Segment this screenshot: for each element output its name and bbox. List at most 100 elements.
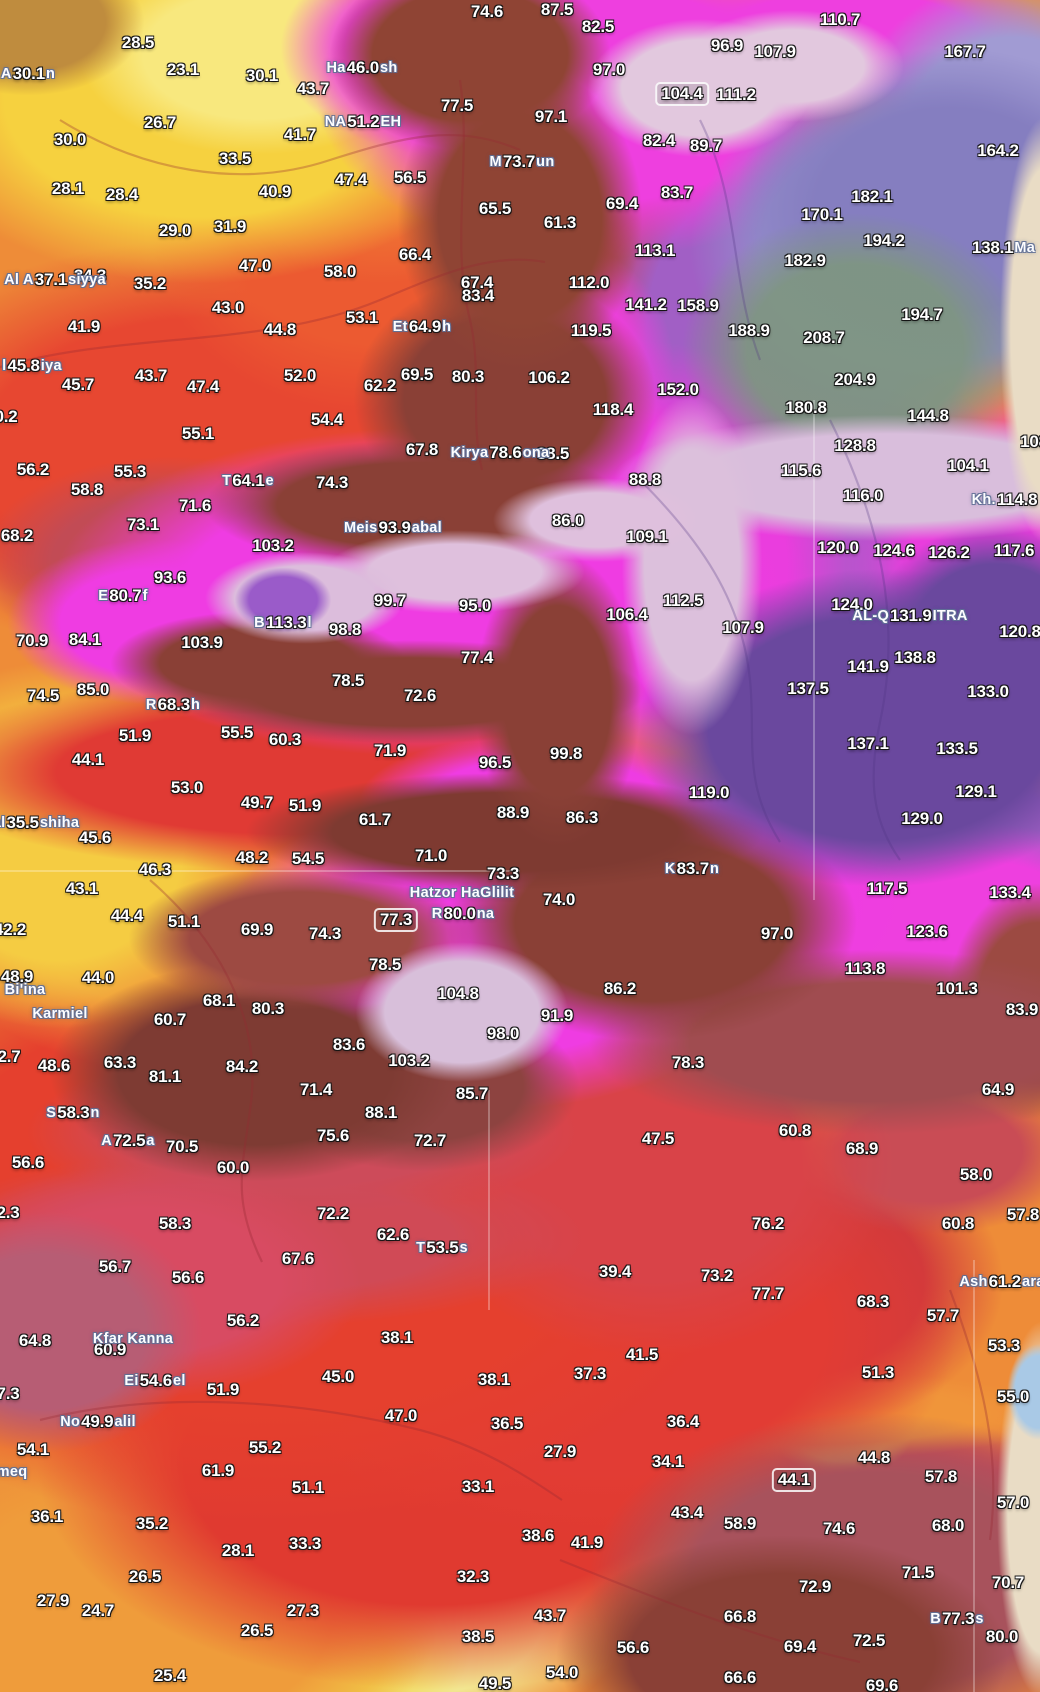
map-value-label: 119.5	[570, 321, 612, 340]
place-name-prefix: S	[46, 1105, 57, 1121]
map-value-label: 34.3	[73, 266, 107, 285]
map-value-label: 97.0	[592, 60, 626, 79]
map-value-label: 43.7	[296, 79, 330, 98]
map-value-label: 0.2	[0, 407, 18, 426]
station-label: T 53.5 s	[416, 1238, 468, 1258]
map-value-label: 124.0	[831, 595, 873, 614]
map-value-label: 54.4	[310, 410, 344, 429]
map-value-label: 51.1	[291, 1478, 325, 1497]
map-value-label: 33.3	[288, 1534, 322, 1553]
station-value: 64.9	[408, 317, 442, 336]
station-value: 80.7	[109, 586, 142, 605]
map-value-label: 56.6	[616, 1638, 650, 1657]
station-value: 80.0	[443, 904, 476, 923]
map-value-label: 74.6	[822, 1519, 856, 1538]
map-value-label: 69.9	[240, 920, 274, 939]
map-value-label: 43.4	[670, 1503, 704, 1522]
map-value-label: 58.9	[723, 1514, 757, 1533]
place-name-suffix: Ma	[1014, 240, 1036, 256]
place-label: Karmiel	[32, 1006, 88, 1022]
map-value-label: 44.4	[110, 906, 144, 925]
map-value-label: 113.1	[634, 241, 676, 260]
station-label: M 73.7 un	[489, 152, 554, 172]
map-value-label: 129.0	[901, 809, 943, 828]
map-value-label: 35.2	[133, 274, 167, 293]
station-label: Kirya 78.6 ona	[451, 443, 550, 463]
map-value-label: 69.4	[605, 194, 639, 213]
map-value-label: 69.4	[783, 1637, 817, 1656]
map-value-label: 68.0	[931, 1516, 965, 1535]
map-value-label: 83.4	[461, 286, 495, 305]
map-value-label: 28.5	[121, 33, 155, 52]
map-value-label: 23.1	[166, 60, 200, 79]
map-value-label: 72.6	[403, 686, 437, 705]
station-value: 64.1	[232, 471, 265, 490]
map-value-label: 74.3	[308, 924, 342, 943]
map-value-label: 72.5	[852, 1631, 886, 1650]
map-value-label: 61.9	[201, 1461, 235, 1480]
map-value-label: 2.3	[0, 1203, 20, 1222]
place-name-prefix: A	[0, 66, 12, 82]
place-name-prefix: Meis	[344, 520, 378, 536]
place-name-prefix: M	[489, 154, 502, 170]
map-value-label: 73.3	[486, 864, 520, 883]
place-name-suffix: n	[709, 861, 720, 877]
station-value: 93.9	[378, 518, 411, 537]
map-value-label: 66.6	[723, 1668, 757, 1687]
map-value-label: 48.9	[0, 967, 34, 986]
map-value-label: 141.2	[625, 295, 667, 314]
station-label: A 72.5 a	[101, 1131, 154, 1151]
map-value-label: 36.1	[30, 1507, 64, 1526]
map-value-label: 74.0	[542, 890, 576, 909]
map-value-label: 83.7	[660, 183, 694, 202]
map-value-label: 138.8	[894, 648, 936, 667]
map-value-label: 55.3	[113, 462, 147, 481]
map-value-label: 73.1	[126, 515, 160, 534]
map-value-label: 63.3	[103, 1053, 137, 1072]
map-value-label: 29.0	[158, 221, 192, 240]
map-value-label: 69.5	[400, 365, 434, 384]
station-value: 77.3	[942, 1609, 975, 1628]
map-value-label: 48.2	[235, 848, 269, 867]
station-value: 68.3	[157, 695, 190, 714]
station-value: 61.2	[988, 1272, 1021, 1291]
map-value-label: 123.6	[906, 922, 948, 941]
map-value-label: 109.1	[626, 527, 668, 546]
map-value-label: 194.2	[863, 231, 905, 250]
map-value-label: 28.1	[221, 1541, 255, 1560]
map-value-label: 47.0	[384, 1406, 418, 1425]
map-value-label: 62.6	[376, 1225, 410, 1244]
map-value-label: 56.7	[98, 1257, 132, 1276]
map-value-label: 86.3	[565, 808, 599, 827]
map-value-label: 58.0	[959, 1165, 993, 1184]
map-value-label: 115.6	[780, 461, 822, 480]
station-value: 78.6	[489, 443, 522, 462]
place-name-prefix: A	[101, 1133, 113, 1149]
map-value-label: 55.5	[220, 723, 254, 742]
map-value-label: 88.8	[628, 470, 662, 489]
map-value-label: 34.1	[651, 1452, 685, 1471]
map-value-label: 126.2	[928, 543, 970, 562]
map-value-label: 83.6	[332, 1035, 366, 1054]
map-value-label: 85.0	[76, 680, 110, 699]
station-label: R 68.3 h	[146, 695, 200, 715]
map-value-label: 99.8	[549, 744, 583, 763]
map-value-label: 124.6	[873, 541, 915, 560]
map-value-label: 133.5	[936, 739, 978, 758]
map-value-label: 82.5	[581, 17, 615, 36]
map-value-label: 57.8	[924, 1467, 958, 1486]
map-value-label: 188.9	[728, 321, 770, 340]
station-label: K 83.7 n	[665, 859, 719, 879]
map-value-label: 107.9	[722, 618, 764, 637]
map-value-label: 103.2	[252, 536, 294, 555]
map-value-label: 119.0	[688, 783, 730, 802]
map-value-label: 56.5	[393, 168, 427, 187]
map-value-label: 47.4	[186, 377, 220, 396]
station-label: T 64.1 e	[222, 471, 274, 491]
place-name-suffix: ara	[1021, 1274, 1040, 1290]
map-value-label: 80.3	[451, 367, 485, 386]
map-value-label: 33.5	[218, 149, 252, 168]
map-value-label: 39.4	[598, 1262, 632, 1281]
